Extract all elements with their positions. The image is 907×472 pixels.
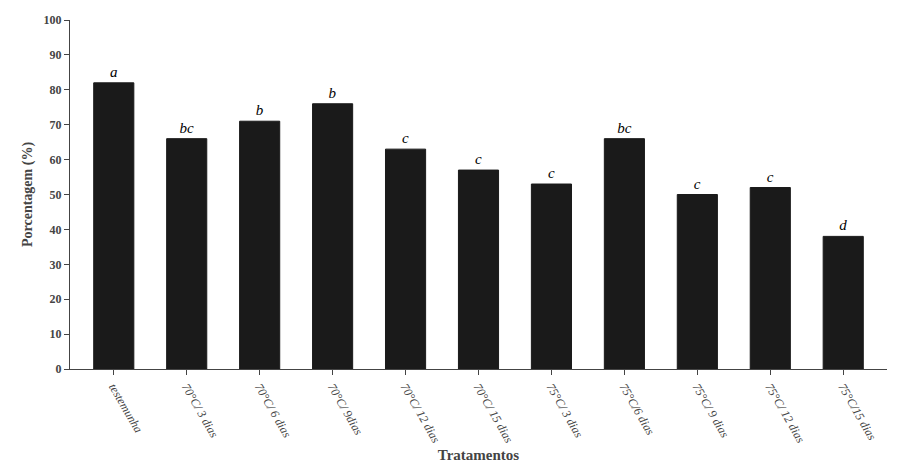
- svg-text:70°C/ 6 dias: 70°C/ 6 dias: [252, 381, 294, 440]
- svg-text:70: 70: [50, 118, 62, 132]
- svg-text:c: c: [767, 169, 774, 185]
- svg-text:a: a: [110, 64, 118, 80]
- svg-text:40: 40: [50, 223, 62, 237]
- svg-text:70°C/ 12 dias: 70°C/ 12 dias: [398, 381, 443, 446]
- svg-text:75°C/6 dias: 75°C/6 dias: [617, 381, 658, 438]
- svg-text:75°C/15 dias: 75°C/15 dias: [835, 381, 879, 443]
- svg-text:90: 90: [50, 48, 62, 62]
- svg-text:60: 60: [50, 153, 62, 167]
- svg-text:70°C/ 9dias: 70°C/ 9dias: [325, 381, 366, 438]
- svg-text:c: c: [548, 165, 555, 181]
- svg-text:Tratamentos: Tratamentos: [438, 447, 520, 463]
- svg-text:b: b: [329, 85, 337, 101]
- svg-text:75°C/ 9 dias: 75°C/ 9 dias: [690, 381, 732, 440]
- svg-text:bc: bc: [617, 120, 632, 136]
- svg-text:c: c: [694, 176, 701, 192]
- svg-text:50: 50: [50, 188, 62, 202]
- svg-text:d: d: [839, 217, 847, 233]
- svg-text:bc: bc: [179, 120, 194, 136]
- svg-text:80: 80: [50, 83, 62, 97]
- svg-text:Porcentagem (%): Porcentagem (%): [20, 142, 36, 247]
- svg-text:c: c: [402, 130, 409, 146]
- svg-text:100: 100: [44, 13, 62, 27]
- svg-text:0: 0: [56, 362, 62, 376]
- svg-text:testemunha: testemunha: [106, 381, 145, 435]
- svg-text:10: 10: [50, 327, 62, 341]
- svg-text:b: b: [256, 102, 264, 118]
- svg-text:70°C/ 15 dias: 70°C/ 15 dias: [471, 381, 516, 446]
- svg-text:20: 20: [50, 292, 62, 306]
- svg-text:c: c: [475, 151, 482, 167]
- svg-text:70°C/ 3 dias: 70°C/ 3 dias: [179, 381, 221, 440]
- svg-text:75°C/ 12 dias: 75°C/ 12 dias: [762, 381, 807, 446]
- svg-text:75°C/ 3 dias: 75°C/ 3 dias: [544, 381, 586, 440]
- svg-text:30: 30: [50, 258, 62, 272]
